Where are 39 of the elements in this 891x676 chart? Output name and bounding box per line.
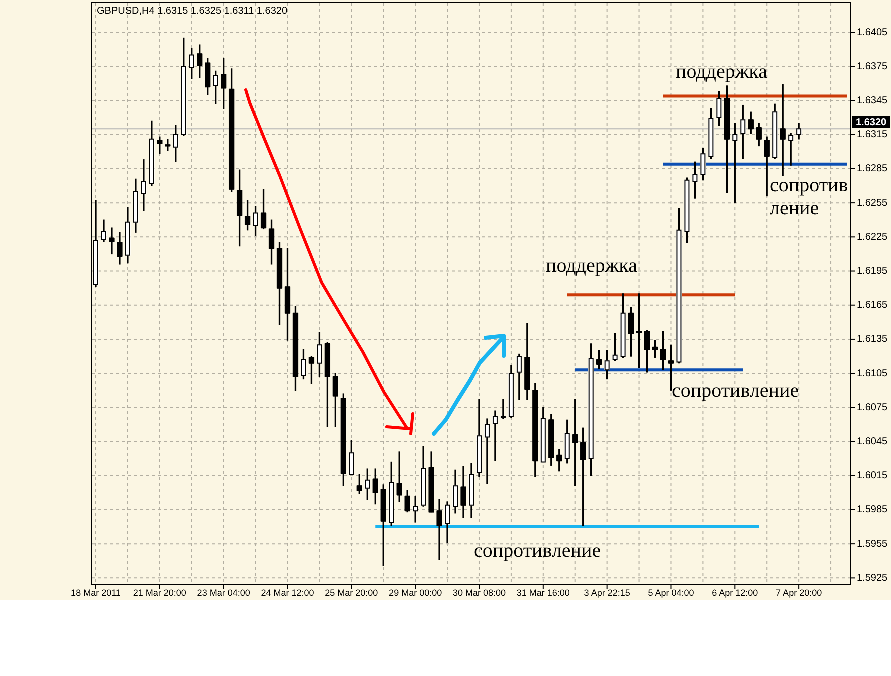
annotation: поддержка (676, 61, 768, 84)
x-tick-label: 7 Apr 20:00 (776, 588, 822, 598)
x-tick-label: 31 Mar 16:00 (516, 588, 570, 598)
x-tick-label: 18 Mar 2011 (71, 588, 121, 598)
x-tick-label: 25 Mar 20:00 (325, 588, 378, 598)
x-tick-label: 23 Mar 04:00 (197, 588, 250, 598)
y-tick-label: 1.6165 (857, 300, 888, 312)
annotation: сопротивление (474, 540, 602, 562)
y-tick-label: 1.6195 (857, 266, 888, 278)
y-tick-label: 1.6105 (857, 368, 888, 380)
candlestick (109, 228, 115, 255)
y-tick-label: 1.6075 (857, 402, 888, 414)
y-tick-label: 1.6255 (857, 198, 888, 209)
x-tick-label: 29 Mar 00:00 (389, 588, 442, 598)
y-tick-label: 1.5985 (857, 504, 888, 516)
y-tick-label: 1.6285 (857, 164, 888, 175)
candlestick (484, 418, 490, 484)
annotation: сопротив ление (770, 174, 848, 220)
y-tick-label: 1.6045 (857, 436, 888, 448)
y-tick-label: 1.5925 (857, 572, 888, 584)
y-tick-label: 1.5955 (857, 538, 888, 550)
y-tick-label: 1.6375 (857, 61, 888, 72)
chart-title: GBPUSD,H4 1.6315 1.6325 1.6311 1.6320 (97, 6, 288, 17)
x-tick-label: 21 Mar 20:00 (133, 588, 186, 598)
ref-line-label: 1.6320 (856, 118, 888, 129)
candlestick (500, 399, 506, 420)
x-tick-label: 5 Apr 04:00 (648, 588, 694, 598)
x-tick-label: 24 Mar 12:00 (261, 588, 314, 598)
y-tick-label: 1.6345 (857, 96, 888, 107)
y-tick-label: 1.6225 (857, 232, 888, 243)
annotation: поддержка (546, 255, 638, 278)
y-tick-label: 1.6135 (857, 334, 888, 346)
annotation: сопротивление (672, 380, 800, 402)
y-tick-label: 1.6405 (857, 27, 888, 38)
y-tick-label: 1.6315 (857, 130, 888, 141)
y-tick-label: 1.6015 (857, 470, 888, 482)
x-tick-label: 6 Apr 12:00 (712, 588, 758, 598)
x-tick-label: 30 Mar 08:00 (452, 588, 506, 598)
x-tick-label: 3 Apr 22:15 (584, 588, 630, 598)
